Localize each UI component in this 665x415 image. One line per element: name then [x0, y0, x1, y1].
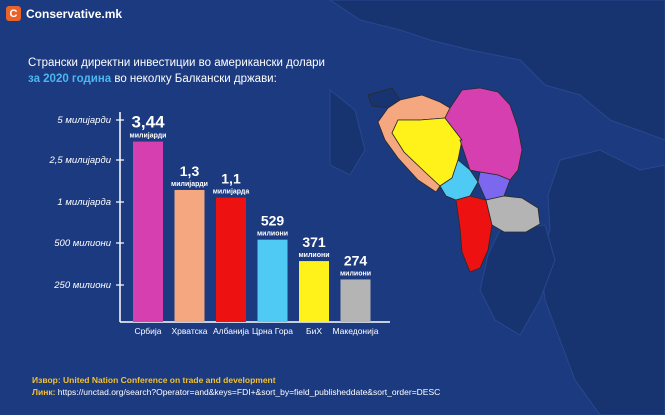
source-value: United Nation Conference on trade and de… [63, 375, 276, 385]
bar-value-label: 371 [302, 234, 326, 250]
x-tick-label: Србија [134, 326, 161, 336]
bar [299, 261, 329, 322]
bar-unit-label: милиони [340, 270, 371, 277]
x-tick-label: Хрватска [171, 326, 207, 336]
source-note: Извор: United Nation Conference on trade… [32, 374, 440, 398]
map-land-italy [329, 88, 366, 176]
bar [257, 239, 288, 322]
bar-unit-label: милиони [257, 231, 288, 238]
title-line-1: Странски директни инвестиции во американ… [28, 57, 325, 69]
map-land-greece [479, 224, 556, 336]
chart-title: Странски директни инвестиции во американ… [28, 55, 328, 87]
bar [340, 279, 371, 322]
x-tick-label: Црна Гора [252, 326, 293, 336]
title-year-highlight: за 2020 година [28, 73, 112, 85]
bar [174, 189, 205, 322]
bar-value-label: 3,44 [131, 113, 165, 132]
map-albania [455, 195, 493, 273]
brand-name: Conservative.mk [26, 6, 123, 21]
title-line-2: за 2020 година во неколку Балкански држа… [28, 71, 328, 87]
source-label: Извор: [32, 375, 61, 385]
logo-mark: C [6, 6, 21, 21]
bar-unit-label: милијарди [130, 133, 167, 140]
x-tick-label: Македонија [332, 326, 378, 336]
source-link[interactable]: https://unctad.org/search?Operator=and&k… [57, 387, 441, 397]
y-tick-label: 1 милијарда [57, 197, 111, 208]
map-serbia [444, 87, 523, 181]
bar-value-label: 274 [344, 252, 368, 268]
bar-value-label: 1,3 [180, 163, 200, 179]
bar-value-label: 1,1 [221, 171, 241, 187]
y-tick-label: 2,5 милијарди [49, 155, 112, 166]
chart-labels: 3,44милијардиСрбија1,3милијардиХрватска1… [130, 113, 379, 336]
map-land-east [539, 149, 665, 415]
x-tick-label: Албанија [213, 326, 249, 336]
y-tick-label: 5 милијарди [57, 115, 111, 126]
link-label: Линк: [32, 387, 56, 397]
bar [133, 141, 163, 322]
bar-unit-label: милиони [298, 252, 329, 259]
map-land-north [329, 0, 665, 141]
y-tick-label: 250 милиони [53, 280, 111, 291]
title-line-2-rest: во неколку Балкански држави: [111, 73, 277, 85]
chart-bars [133, 141, 371, 322]
map-north-macedonia [485, 195, 541, 233]
bar [216, 197, 246, 322]
x-tick-label: БиХ [306, 326, 322, 336]
y-tick-label: 500 милиони [54, 238, 111, 249]
bar-unit-label: милијарди [171, 181, 208, 188]
bar-value-label: 529 [261, 213, 285, 229]
bar-unit-label: милијарда [213, 189, 250, 196]
brand-logo[interactable]: C Conservative.mk [6, 6, 122, 21]
